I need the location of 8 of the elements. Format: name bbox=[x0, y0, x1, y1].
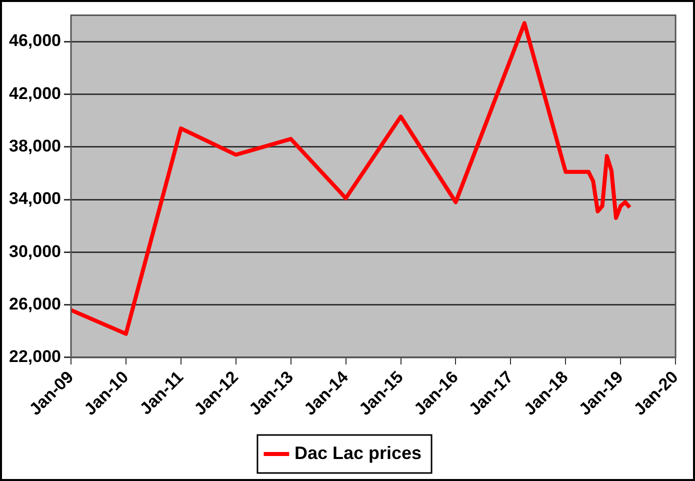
y-tick-label: 46,000 bbox=[8, 31, 61, 50]
y-tick-label: 30,000 bbox=[8, 242, 61, 261]
y-tick-label: 38,000 bbox=[8, 136, 61, 156]
y-tick-label: 26,000 bbox=[8, 294, 61, 314]
y-tick-label: 42,000 bbox=[8, 84, 61, 103]
legend-label: Dac Lac prices bbox=[294, 442, 422, 463]
y-tick-label: 34,000 bbox=[8, 189, 61, 208]
y-tick-label: 22,000 bbox=[8, 347, 61, 366]
